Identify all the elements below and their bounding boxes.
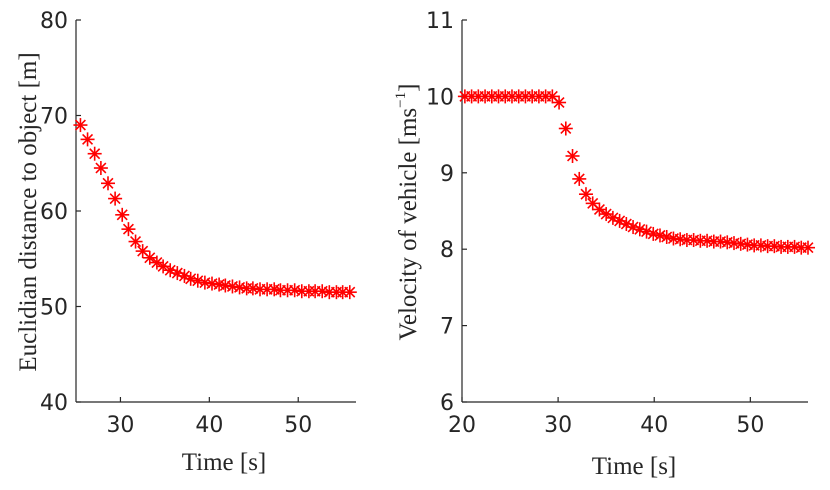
velocity-data-point bbox=[565, 148, 580, 163]
velocity-data-point bbox=[801, 240, 815, 255]
velocity-tick-group: 20 30 40 50 6 7 8 9 10 11 bbox=[426, 9, 764, 438]
distance-data-point bbox=[73, 118, 88, 133]
velocity-y-tick-label: 11 bbox=[426, 9, 454, 34]
distance-data-point bbox=[108, 191, 123, 206]
distance-x-tick-label: 30 bbox=[106, 413, 134, 438]
distance-data-point bbox=[287, 283, 302, 298]
velocity-y-axis-label-end: ] bbox=[395, 84, 422, 92]
velocity-x-tick-label: 30 bbox=[544, 413, 572, 438]
velocity-y-axis-label: Velocity of vehicle [ms−1] bbox=[393, 84, 422, 341]
distance-data-point bbox=[80, 132, 95, 147]
velocity-data-point bbox=[558, 121, 573, 136]
velocity-y-tick-label: 7 bbox=[440, 315, 454, 340]
distance-data-point bbox=[218, 278, 233, 293]
distance-data-point bbox=[128, 234, 143, 249]
distance-data-point bbox=[315, 284, 330, 299]
distance-data-point bbox=[205, 276, 219, 291]
distance-data-point bbox=[197, 275, 212, 290]
distance-data-point bbox=[115, 207, 130, 222]
distance-y-tick-label: 40 bbox=[40, 391, 68, 416]
velocity-y-tick-label: 9 bbox=[440, 162, 454, 187]
velocity-x-tick-label: 20 bbox=[448, 413, 476, 438]
distance-data-point bbox=[87, 146, 102, 161]
distance-data-point bbox=[232, 280, 247, 295]
velocity-data-point bbox=[552, 95, 567, 110]
velocity-markers bbox=[457, 89, 815, 255]
velocity-axis-box bbox=[461, 20, 808, 403]
velocity-y-tick-label: 10 bbox=[426, 85, 454, 110]
distance-chart: 30 40 50 40 50 60 70 80 Time [s] Euclidian dist… bbox=[15, 9, 357, 476]
distance-data-point bbox=[101, 176, 115, 191]
distance-y-tick-label: 70 bbox=[40, 105, 68, 130]
velocity-y-axis-label-exponent: −1 bbox=[393, 92, 409, 108]
distance-x-axis-label: Time [s] bbox=[182, 449, 267, 476]
velocity-y-axis-label-main: Velocity of vehicle [ms bbox=[395, 108, 422, 341]
distance-y-tick-label: 80 bbox=[40, 9, 68, 34]
velocity-x-tick-label: 40 bbox=[640, 413, 668, 438]
distance-x-tick-label: 40 bbox=[195, 413, 223, 438]
velocity-chart: 20 30 40 50 6 7 8 9 10 11 Time [s] Velocity of ve… bbox=[393, 9, 815, 480]
distance-data-point bbox=[342, 285, 357, 300]
distance-markers bbox=[73, 118, 357, 300]
distance-y-tick-label: 50 bbox=[40, 296, 68, 321]
distance-data-point bbox=[190, 273, 205, 288]
velocity-data-point bbox=[578, 187, 593, 202]
distance-data-point bbox=[245, 281, 260, 296]
distance-data-point bbox=[225, 279, 240, 294]
distance-data-point bbox=[93, 161, 108, 176]
distance-data-point bbox=[121, 222, 136, 237]
velocity-x-tick-label: 50 bbox=[736, 413, 764, 438]
velocity-data-point bbox=[572, 171, 587, 186]
distance-tick-group: 30 40 50 40 50 60 70 80 bbox=[40, 9, 312, 438]
velocity-y-tick-label: 6 bbox=[440, 391, 454, 416]
distance-y-tick-label: 60 bbox=[40, 200, 68, 225]
distance-y-axis-label: Euclidian distance to object [m] bbox=[15, 52, 42, 371]
distance-data-point bbox=[142, 250, 157, 265]
distance-data-point bbox=[135, 244, 150, 259]
velocity-x-axis-label: Time [s] bbox=[592, 453, 677, 480]
velocity-y-tick-label: 8 bbox=[440, 238, 454, 263]
distance-x-tick-label: 50 bbox=[284, 413, 312, 438]
